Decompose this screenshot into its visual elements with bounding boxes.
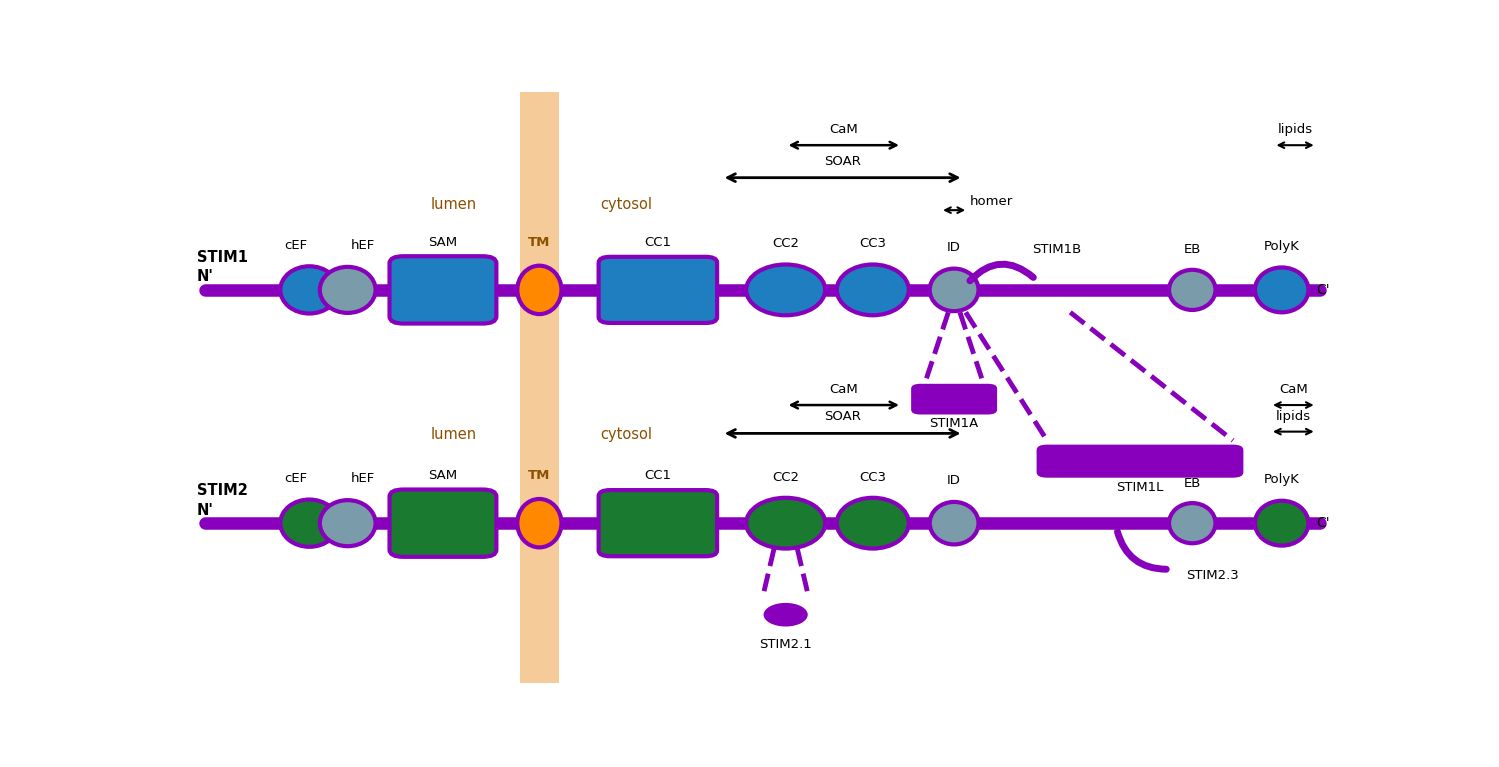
Text: STIM1A: STIM1A [929,417,979,430]
Text: TM: TM [528,469,550,482]
Text: ID: ID [947,474,961,487]
Ellipse shape [929,502,979,545]
Text: hEF: hEF [351,239,375,252]
Text: CC3: CC3 [859,471,886,484]
Text: STIM2: STIM2 [196,483,247,499]
Text: CaM: CaM [829,123,857,137]
Ellipse shape [1169,270,1216,310]
Text: STIM1: STIM1 [196,250,247,265]
Text: N': N' [196,502,213,518]
Text: lumen: lumen [430,197,477,212]
Text: CC1: CC1 [645,236,672,249]
Text: lumen: lumen [430,427,477,442]
FancyBboxPatch shape [390,489,496,557]
Text: SOAR: SOAR [824,155,860,168]
Text: lipids: lipids [1277,123,1313,137]
Ellipse shape [517,265,562,314]
Ellipse shape [747,498,824,548]
FancyBboxPatch shape [1037,445,1243,478]
Ellipse shape [763,603,808,627]
Text: SOAR: SOAR [824,410,860,423]
Text: CC3: CC3 [859,237,886,250]
Text: EB: EB [1184,243,1201,256]
Text: CaM: CaM [829,384,857,397]
Bar [520,92,559,683]
Text: CC2: CC2 [772,237,799,250]
Text: C': C' [1316,283,1330,297]
Ellipse shape [1169,503,1216,543]
Ellipse shape [280,499,339,547]
Text: STIM1L: STIM1L [1117,481,1163,494]
FancyBboxPatch shape [911,384,997,414]
Text: CaM: CaM [1279,384,1307,397]
Text: STIM1B: STIM1B [1031,243,1081,256]
Text: N': N' [196,269,213,285]
FancyBboxPatch shape [598,257,717,323]
Text: cEF: cEF [283,472,307,486]
Text: SAM: SAM [429,236,457,249]
Ellipse shape [929,268,979,311]
Ellipse shape [836,498,908,548]
Ellipse shape [319,500,376,546]
Ellipse shape [1255,268,1309,312]
Ellipse shape [319,267,376,313]
FancyArrowPatch shape [970,264,1033,281]
Ellipse shape [747,265,824,315]
Text: SAM: SAM [429,469,457,482]
FancyArrowPatch shape [1117,532,1166,569]
Text: lipids: lipids [1276,410,1312,423]
Text: cytosol: cytosol [600,427,652,442]
FancyBboxPatch shape [598,490,717,556]
Text: cEF: cEF [283,239,307,252]
Text: STIM2.1: STIM2.1 [760,637,812,650]
Text: TM: TM [528,236,550,249]
FancyBboxPatch shape [390,256,496,324]
Ellipse shape [517,499,562,548]
Text: hEF: hEF [351,472,375,486]
Text: PolyK: PolyK [1264,473,1300,486]
Ellipse shape [836,265,908,315]
Text: STIM2.3: STIM2.3 [1187,568,1240,581]
Text: CC1: CC1 [645,469,672,482]
Text: C': C' [1316,516,1330,530]
Text: EB: EB [1184,476,1201,489]
Text: ID: ID [947,241,961,254]
Text: CC2: CC2 [772,471,799,484]
Ellipse shape [280,266,339,314]
Text: PolyK: PolyK [1264,239,1300,252]
Ellipse shape [1255,501,1309,545]
Text: cytosol: cytosol [600,197,652,212]
Text: homer: homer [970,196,1013,209]
